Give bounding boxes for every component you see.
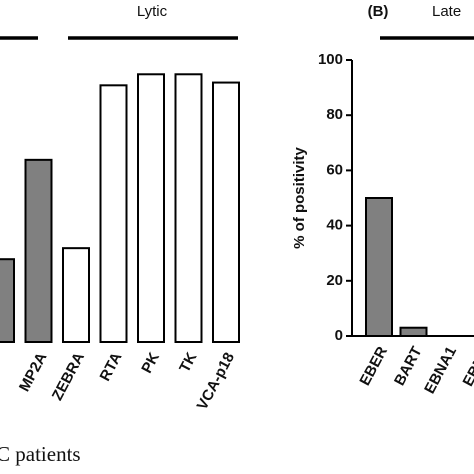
caption: C patients [0, 442, 81, 466]
y-tick-label: 0 [335, 327, 343, 344]
bar [365, 197, 393, 337]
x-tick-label: MP2A [16, 350, 51, 395]
x-tick-label: EBNA1 [421, 344, 460, 397]
y-tick-label: 20 [326, 272, 343, 289]
x-tick-label: PK [138, 350, 163, 377]
bar [99, 84, 128, 343]
bar [399, 326, 428, 338]
bar [62, 247, 90, 343]
x-tick-label: RTA [97, 350, 126, 384]
panel-label: (B) [368, 3, 389, 20]
x-tick-label: VCA-p18 [194, 350, 238, 413]
bar [24, 158, 53, 343]
bar [0, 258, 15, 344]
x-tick-label: ZEBRA [49, 350, 88, 404]
x-tick-label: EBER [356, 344, 391, 389]
y-tick-label: 40 [326, 217, 343, 234]
bar [137, 73, 165, 343]
x-tick-label: EBNA [460, 344, 474, 390]
x-tick-label: BART [391, 344, 426, 389]
bar [212, 81, 240, 343]
group-label: Lytic [137, 3, 168, 20]
y-axis-title: % of positivity [291, 147, 308, 249]
x-tick-label: TK [176, 350, 200, 376]
group-label: Late [432, 3, 461, 20]
y-tick-label: 100 [318, 51, 343, 68]
bar [174, 73, 203, 343]
y-tick-label: 80 [326, 106, 343, 123]
y-tick-label: 60 [326, 161, 343, 178]
